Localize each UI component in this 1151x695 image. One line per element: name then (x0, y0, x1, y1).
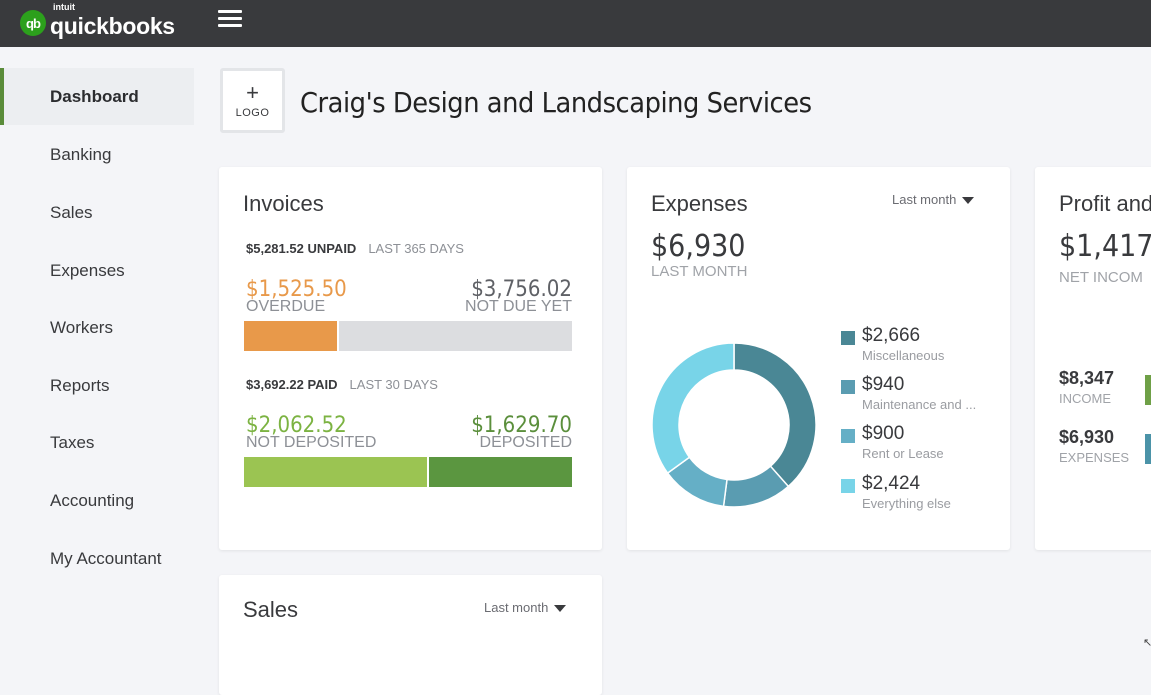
brand-name: quickbooks (50, 12, 175, 39)
unpaid-summary: $5,281.52 UNPAID LAST 365 DAYS (246, 241, 464, 256)
not-deposited-bar-segment[interactable] (244, 457, 428, 487)
expenses-label: EXPENSES (1059, 450, 1130, 465)
not-deposited-label: NOT DEPOSITED (246, 434, 377, 451)
company-name: Craig's Design and Landscaping Services (300, 86, 812, 119)
hamburger-menu-icon[interactable] (218, 10, 242, 28)
legend-value: $900 (862, 423, 905, 444)
sidebar-item-label: Dashboard (50, 86, 139, 106)
legend-category: Rent or Lease (862, 446, 944, 461)
sidebar-item-my-accountant[interactable]: My Accountant (0, 530, 194, 587)
deposited-bar-segment[interactable] (429, 457, 572, 487)
mouse-cursor-icon: ↖ (1143, 637, 1151, 649)
expenses-total-label: LAST MONTH (651, 263, 748, 280)
invoices-title[interactable]: Invoices (243, 191, 324, 216)
sales-card: Sales Last month (219, 575, 602, 695)
unpaid-bar[interactable] (244, 321, 572, 351)
expenses-period-dropdown[interactable]: Last month (892, 192, 975, 207)
donut-slice-miscellaneous[interactable] (733, 342, 817, 488)
expenses-card: Expenses Last month $6,930 LAST MONTH $2… (627, 167, 1010, 550)
sidebar-item-label: Expenses (50, 260, 125, 280)
period-label: Last month (484, 600, 549, 615)
expenses-total: $6,930 (651, 229, 746, 264)
income-bar[interactable] (1145, 375, 1151, 405)
legend-swatch (841, 479, 855, 493)
expenses-bar[interactable] (1145, 434, 1151, 464)
income-value[interactable]: $8,347 (1059, 368, 1115, 388)
caret-down-icon (962, 197, 975, 205)
unpaid-total: $5,281.52 UNPAID (246, 241, 357, 256)
overdue-bar-segment[interactable] (244, 321, 339, 351)
sidebar-item-label: Banking (50, 144, 112, 164)
sidebar-item-label: My Accountant (50, 548, 162, 568)
unpaid-period: LAST 365 DAYS (368, 241, 464, 256)
paid-period: LAST 30 DAYS (349, 377, 438, 392)
expenses-value[interactable]: $6,930 (1059, 427, 1115, 447)
legend-category: Miscellaneous (862, 348, 945, 363)
sidebar-item-taxes[interactable]: Taxes (0, 414, 194, 471)
logo-label: LOGO (235, 106, 270, 119)
sidebar-item-reports[interactable]: Reports (0, 357, 194, 414)
legend-swatch (841, 331, 855, 345)
sidebar-item-banking[interactable]: Banking (0, 126, 194, 183)
sidebar-nav: Dashboard Banking Sales Expenses Workers… (0, 47, 210, 647)
deposited-label: DEPOSITED (479, 434, 572, 451)
quickbooks-logo[interactable]: qb intuit quickbooks (20, 1, 175, 41)
sidebar-item-sales[interactable]: Sales (0, 184, 194, 241)
profit-loss-card: Profit and $1,417 NET INCOM $8,347 INCOM… (1035, 167, 1151, 550)
sales-title[interactable]: Sales (243, 597, 299, 622)
profit-loss-title[interactable]: Profit and (1059, 191, 1151, 216)
overdue-amount[interactable]: $1,525.50 (246, 277, 347, 302)
not-deposited-amount[interactable]: $2,062.52 (246, 413, 347, 438)
not-due-label: NOT DUE YET (465, 298, 572, 315)
plus-icon: + (246, 79, 259, 105)
qb-logo-icon: qb (20, 10, 46, 36)
not-due-amount[interactable]: $3,756.02 (471, 277, 572, 302)
paid-summary: $3,692.22 PAID LAST 30 DAYS (246, 377, 438, 392)
bar-divider (427, 457, 430, 487)
legend-category: Maintenance and ... (862, 397, 977, 412)
sidebar-item-expenses[interactable]: Expenses (0, 242, 194, 299)
income-label: INCOME (1059, 391, 1111, 406)
legend-value: $940 (862, 374, 905, 395)
sidebar-item-label: Reports (50, 375, 110, 395)
legend-value: $2,666 (862, 325, 921, 346)
legend-swatch (841, 429, 855, 443)
donut-slice-everything-else[interactable] (651, 342, 735, 475)
legend-category: Everything else (862, 496, 951, 511)
legend-value: $2,424 (862, 473, 921, 494)
sidebar-item-label: Accounting (50, 490, 135, 510)
sidebar-item-label: Sales (50, 202, 93, 222)
sidebar-item-accounting[interactable]: Accounting (0, 472, 194, 529)
period-label: Last month (892, 192, 957, 207)
sidebar-item-label: Taxes (50, 432, 95, 452)
top-bar: qb intuit quickbooks (0, 0, 1151, 47)
deposited-amount[interactable]: $1,629.70 (471, 413, 572, 438)
net-income-label: NET INCOM (1059, 269, 1143, 286)
caret-down-icon (554, 605, 567, 613)
not-due-bar-segment[interactable] (338, 321, 572, 351)
invoices-card: Invoices $5,281.52 UNPAID LAST 365 DAYS $… (219, 167, 602, 550)
sidebar-item-label: Workers (50, 317, 113, 337)
sidebar-item-workers[interactable]: Workers (0, 299, 194, 356)
sidebar-item-dashboard[interactable]: Dashboard (0, 68, 194, 125)
overdue-label: OVERDUE (246, 298, 326, 315)
paid-total: $3,692.22 PAID (246, 377, 338, 392)
paid-bar[interactable] (244, 457, 572, 487)
intuit-text: intuit (53, 1, 75, 12)
net-income-amount: $1,417 (1059, 229, 1151, 264)
sales-period-dropdown[interactable]: Last month (484, 600, 567, 615)
legend-swatch (841, 380, 855, 394)
expenses-title[interactable]: Expenses (651, 191, 748, 216)
add-logo-button[interactable]: + LOGO (220, 68, 285, 133)
expenses-donut-chart[interactable] (651, 342, 817, 508)
